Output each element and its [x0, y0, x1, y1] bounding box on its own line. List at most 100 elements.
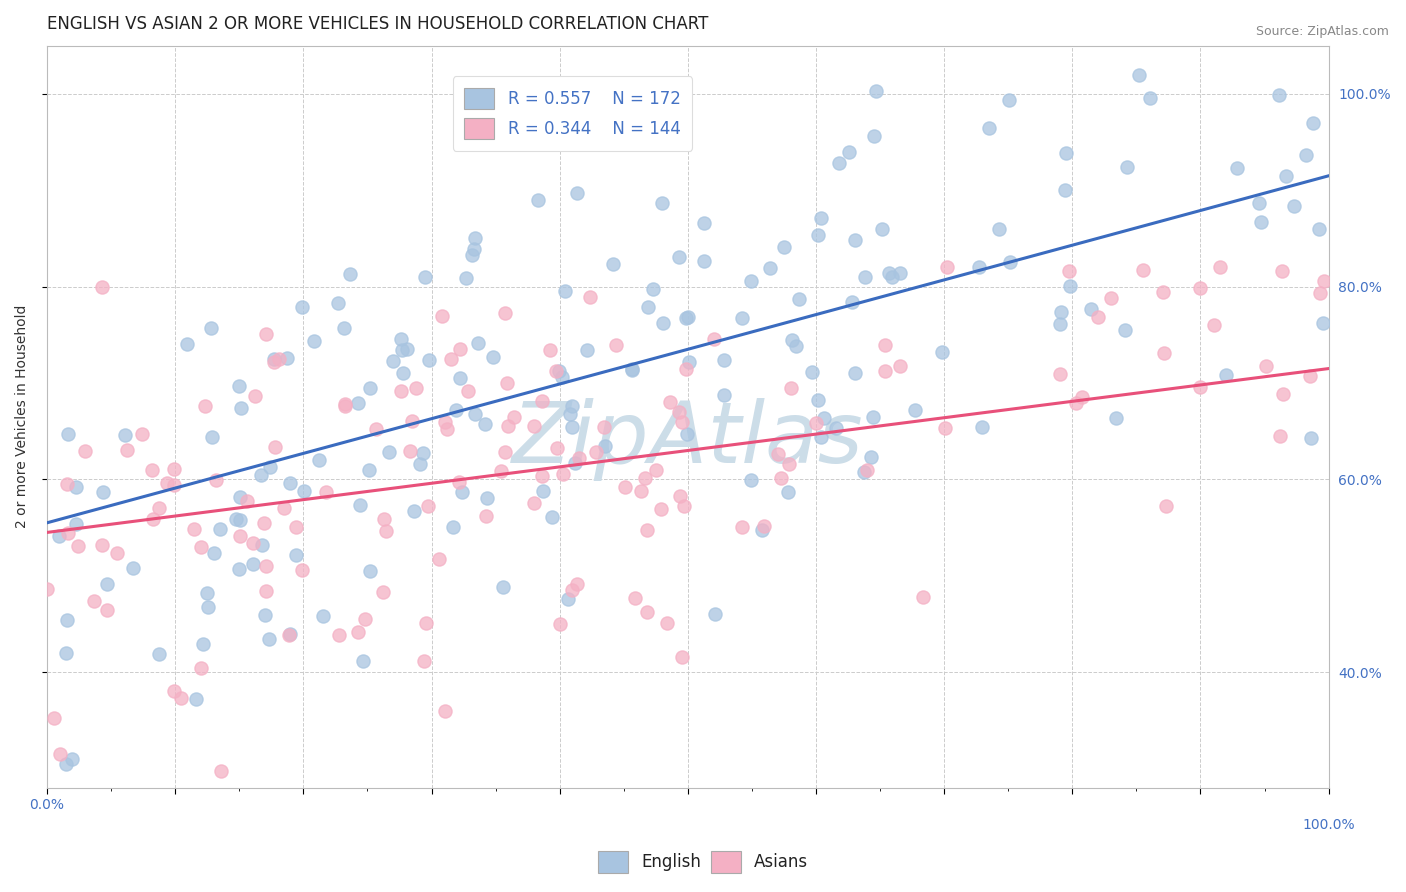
Point [201, 430, 224, 444]
Point [564, 456, 586, 470]
Point [156, 476, 179, 491]
Point [391, 343, 413, 357]
Point [841, 294, 863, 309]
Point [561, 583, 583, 598]
Point [967, 260, 990, 274]
Point [131, 426, 153, 441]
Point [96, 576, 118, 591]
Point [475, 491, 498, 506]
Point [859, 450, 882, 464]
Point [55, 477, 77, 491]
Point [148, 500, 170, 515]
Point [245, 389, 267, 403]
Point [163, 684, 186, 698]
Point [780, 333, 803, 347]
Point [752, 518, 775, 533]
Point [643, 282, 665, 296]
Point [58, 427, 80, 442]
Point [1299, 368, 1322, 383]
Point [1302, 116, 1324, 130]
Point [548, 617, 571, 632]
Point [1313, 274, 1336, 288]
Point [875, 338, 897, 352]
Point [825, 421, 848, 435]
Point [457, 384, 479, 399]
Point [44, 711, 66, 725]
Point [328, 628, 350, 642]
Point [807, 228, 830, 243]
Point [364, 422, 387, 436]
Point [148, 648, 170, 662]
Point [292, 484, 315, 499]
Point [447, 475, 470, 489]
Point [1070, 391, 1092, 405]
Point [810, 211, 832, 225]
Point [391, 366, 413, 380]
Point [551, 467, 574, 482]
Point [1250, 215, 1272, 229]
Point [651, 316, 673, 330]
Point [359, 564, 381, 578]
Point [252, 516, 274, 530]
Point [740, 274, 762, 288]
Point [91, 485, 114, 500]
Point [773, 239, 796, 253]
Point [557, 592, 579, 607]
Point [73, 443, 96, 458]
Point [531, 468, 554, 483]
Point [409, 457, 432, 471]
Point [546, 442, 568, 456]
Point [634, 471, 657, 485]
Point [205, 474, 228, 488]
Point [1152, 285, 1174, 299]
Point [37, 582, 59, 596]
Point [67, 539, 90, 553]
Point [464, 407, 486, 421]
Point [911, 590, 934, 604]
Point [531, 394, 554, 409]
Point [389, 332, 412, 346]
Point [170, 691, 193, 706]
Point [672, 499, 695, 513]
Point [1312, 316, 1334, 330]
Point [1267, 88, 1289, 103]
Point [382, 353, 405, 368]
Point [645, 463, 668, 477]
Point [568, 451, 591, 466]
Point [412, 445, 434, 459]
Point [267, 352, 290, 367]
Point [934, 421, 956, 435]
Y-axis label: 2 or more Vehicles in Household: 2 or more Vehicles in Household [15, 305, 30, 528]
Point [1049, 368, 1071, 382]
Point [90, 280, 112, 294]
Point [575, 343, 598, 358]
Point [503, 410, 526, 425]
Point [1153, 346, 1175, 360]
Text: Source: ZipAtlas.com: Source: ZipAtlas.com [1256, 25, 1389, 38]
Legend: R = 0.557    N = 172, R = 0.344    N = 144: R = 0.557 N = 172, R = 0.344 N = 144 [453, 76, 692, 151]
Point [402, 504, 425, 518]
Point [623, 591, 645, 605]
Point [141, 463, 163, 477]
Point [669, 489, 692, 503]
Point [651, 196, 673, 211]
Point [1064, 396, 1087, 410]
Point [434, 704, 457, 718]
Point [347, 396, 370, 410]
Point [209, 522, 232, 536]
Point [418, 353, 440, 368]
Point [183, 522, 205, 536]
Point [339, 267, 361, 281]
Point [49, 747, 72, 761]
Point [778, 485, 800, 500]
Point [801, 365, 824, 379]
Point [936, 260, 959, 275]
Point [658, 395, 681, 409]
Point [454, 271, 477, 285]
Point [787, 292, 810, 306]
Point [770, 471, 793, 485]
Point [592, 420, 614, 434]
Point [547, 364, 569, 378]
Point [856, 462, 879, 476]
Point [114, 427, 136, 442]
